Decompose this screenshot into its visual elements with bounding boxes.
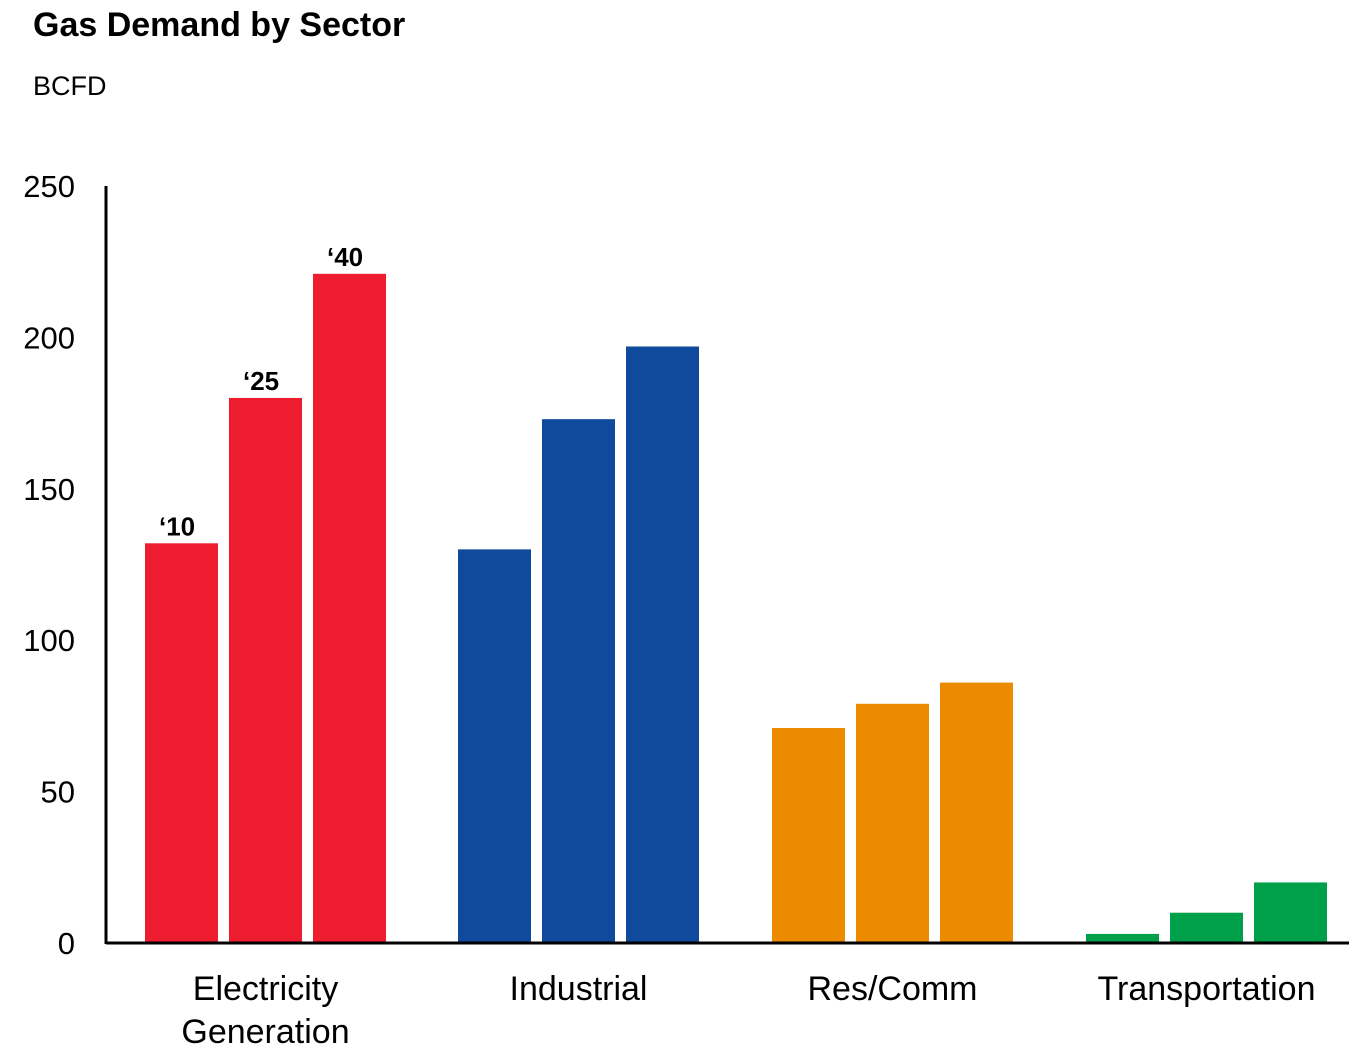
chart-subtitle: BCFD [33,71,107,101]
bar [229,397,302,944]
bar [1086,933,1159,943]
y-tick-label: 200 [23,320,75,355]
x-category-label: Generation [181,1013,349,1050]
y-tick-label: 100 [23,623,75,658]
year-data-label: ‘25 [243,366,279,396]
bar [1170,912,1243,943]
bar [458,549,531,943]
year-data-label: ‘10 [159,511,195,541]
bar [313,273,386,943]
bar [1254,882,1327,943]
bar [772,728,845,943]
bar [626,346,699,943]
y-tick-label: 0 [58,926,75,961]
bar [542,419,615,943]
y-tick-label: 250 [23,169,75,204]
x-category-label: Res/Comm [807,970,977,1008]
y-tick-label: 150 [23,472,75,507]
bar [940,682,1013,943]
year-data-label: ‘40 [327,242,363,272]
y-tick-label: 50 [41,775,75,810]
chart-title: Gas Demand by Sector [33,6,406,44]
x-category-label: Transportation [1098,970,1316,1008]
bar [856,703,929,943]
bar [145,543,218,943]
x-category-label: Electricity [193,970,338,1008]
x-category-label: Industrial [510,970,648,1008]
